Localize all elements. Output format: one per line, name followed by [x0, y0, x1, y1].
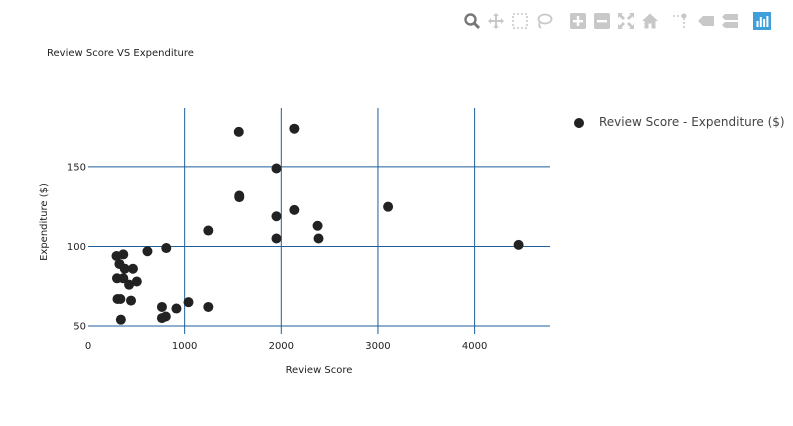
- data-point[interactable]: [126, 295, 137, 306]
- data-point[interactable]: [124, 279, 135, 290]
- y-axis-label: Expenditure ($): [39, 183, 50, 261]
- x-tick-label: 3000: [365, 341, 390, 352]
- data-point[interactable]: [156, 301, 167, 312]
- data-point[interactable]: [142, 246, 153, 257]
- data-point[interactable]: [513, 239, 524, 250]
- pan-icon[interactable]: [486, 11, 506, 31]
- data-point[interactable]: [171, 303, 182, 314]
- data-point[interactable]: [312, 220, 323, 231]
- zoom-in-icon[interactable]: [568, 11, 588, 31]
- data-point[interactable]: [183, 297, 194, 308]
- x-tick-label: 1000: [172, 341, 197, 352]
- data-point[interactable]: [118, 249, 129, 260]
- data-point[interactable]: [203, 225, 214, 236]
- data-point[interactable]: [118, 273, 129, 284]
- x-tick-label: 4000: [462, 341, 487, 352]
- spike-lines-icon[interactable]: [670, 11, 690, 31]
- y-tick-label: 50: [73, 322, 86, 333]
- autoscale-icon[interactable]: [616, 11, 636, 31]
- data-point[interactable]: [119, 263, 130, 274]
- lasso-select-icon[interactable]: [534, 11, 554, 31]
- reset-axes-icon[interactable]: [640, 11, 660, 31]
- data-point[interactable]: [131, 276, 142, 287]
- data-point[interactable]: [127, 263, 138, 274]
- data-point[interactable]: [289, 204, 300, 215]
- x-tick-label: 0: [85, 341, 91, 352]
- data-point[interactable]: [271, 233, 282, 244]
- data-point[interactable]: [271, 211, 282, 222]
- zoom-out-icon[interactable]: [592, 11, 612, 31]
- chart-title: Review Score VS Expenditure: [47, 48, 194, 59]
- plotly-logo-icon[interactable]: [752, 11, 772, 31]
- grid-lines: [88, 108, 550, 334]
- data-point[interactable]: [289, 123, 300, 134]
- data-point[interactable]: [383, 201, 394, 212]
- tick-labels: 0 1000 2000 3000 4000 50 100 150: [67, 162, 487, 352]
- x-tick-label: 2000: [269, 341, 294, 352]
- legend-marker: [574, 118, 584, 128]
- data-point[interactable]: [115, 314, 126, 325]
- zoom-icon[interactable]: [462, 11, 482, 31]
- data-point[interactable]: [160, 311, 171, 322]
- data-point[interactable]: [115, 293, 126, 304]
- y-tick-label: 100: [67, 242, 86, 253]
- data-points[interactable]: [111, 123, 524, 325]
- data-point[interactable]: [313, 233, 324, 244]
- data-point[interactable]: [233, 126, 244, 137]
- data-point[interactable]: [203, 301, 214, 312]
- legend-label: Review Score - Expenditure ($): [599, 115, 785, 129]
- data-point[interactable]: [161, 243, 172, 254]
- hover-closest-icon[interactable]: [696, 11, 716, 31]
- box-select-icon[interactable]: [510, 11, 530, 31]
- hover-compare-icon[interactable]: [720, 11, 740, 31]
- x-axis-label: Review Score: [286, 365, 353, 376]
- data-point[interactable]: [234, 192, 245, 203]
- y-tick-label: 150: [67, 162, 86, 173]
- data-point[interactable]: [271, 163, 282, 174]
